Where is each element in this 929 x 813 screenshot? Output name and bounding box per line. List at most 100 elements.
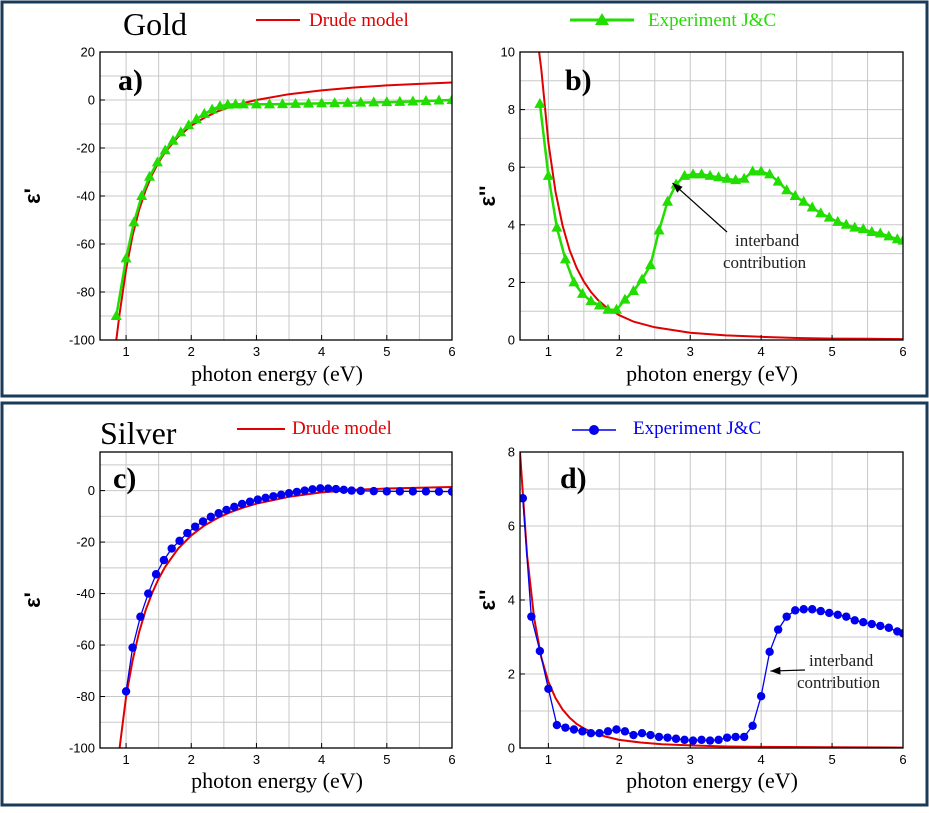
data-point-circle	[654, 732, 664, 742]
y-tick-label: -100	[69, 333, 95, 348]
silver-frame	[0, 401, 929, 807]
data-point-circle	[284, 488, 294, 498]
data-point-circle	[331, 484, 341, 494]
data-point-circle	[237, 499, 247, 509]
data-point-circle	[395, 487, 405, 496]
data-point-circle	[552, 720, 562, 730]
data-point-circle	[612, 725, 621, 734]
x-tick-label: 1	[122, 344, 129, 359]
data-point-circle	[714, 735, 723, 745]
data-point-circle	[128, 643, 137, 652]
data-point-circle	[214, 509, 223, 518]
panel-3: 1 2 3 4 5 6 -100 -80 -60 -40 -20 0 photon energy (eV…	[20, 451, 456, 793]
data-point-triangle	[446, 94, 452, 104]
annotation-arrowhead	[770, 666, 781, 675]
y-tick-label: 2	[508, 275, 515, 290]
data-point-circle	[206, 512, 216, 522]
panel-label: c)	[113, 462, 136, 495]
data-point-circle	[245, 497, 255, 506]
data-point-circle	[782, 612, 791, 621]
x-tick-label: 4	[758, 752, 765, 767]
y-tick-label: 4	[508, 217, 515, 232]
data-point-triangle	[175, 126, 187, 137]
data-point-circle	[722, 733, 732, 742]
data-point-circle	[748, 721, 757, 730]
x-tick-label: 3	[687, 344, 694, 359]
x-tick-label: 1	[122, 752, 129, 767]
data-point-triangle	[183, 119, 195, 130]
y-tick-label: 0	[508, 333, 515, 348]
data-point-triangle	[355, 96, 367, 107]
panel-label: a)	[118, 64, 143, 97]
series-experiment	[520, 494, 903, 745]
data-point-triangle	[823, 211, 835, 222]
y-tick-label: -60	[76, 237, 95, 252]
data-point-triangle	[815, 207, 827, 218]
data-point-circle	[586, 729, 596, 738]
x-tick-label: 2	[188, 752, 195, 767]
data-point-triangle	[237, 98, 249, 109]
annotation-line2: contribution	[723, 253, 807, 272]
panel-label: d)	[560, 462, 587, 495]
data-point-circle	[756, 692, 766, 701]
x-tick-label: 4	[758, 344, 765, 359]
data-point-circle	[884, 623, 894, 632]
data-point-circle	[876, 621, 885, 631]
data-point-triangle	[781, 184, 793, 195]
data-point-triangle	[747, 165, 759, 176]
data-point-triangle	[653, 224, 665, 235]
data-point-circle	[808, 605, 817, 614]
data-point-triangle	[738, 172, 750, 183]
data-point-circle	[230, 502, 239, 512]
data-point-triangle	[329, 97, 341, 108]
y-axis-label: ε'	[20, 592, 45, 608]
data-point-triangle	[662, 195, 674, 206]
data-point-circle	[308, 485, 317, 494]
silver-title: Silver	[100, 415, 177, 451]
x-tick-label: 6	[899, 752, 906, 767]
x-axis-label: photon energy (eV)	[626, 768, 798, 793]
data-point-circle	[434, 487, 444, 496]
y-tick-label: 2	[508, 667, 515, 682]
data-point-triangle	[755, 165, 767, 176]
data-point-triangle	[263, 98, 275, 109]
data-point-circle	[408, 487, 418, 496]
x-axis-label: photon energy (eV)	[626, 361, 798, 386]
data-point-triangle	[568, 276, 580, 287]
data-point-triangle	[585, 295, 597, 306]
y-tick-label: -80	[76, 285, 95, 300]
data-point-circle	[121, 687, 131, 696]
data-point-circle	[347, 486, 356, 495]
gold-legend-drude-label: Drude model	[309, 10, 409, 31]
data-point-circle	[671, 734, 681, 743]
data-point-triangle	[645, 259, 657, 270]
data-point-circle	[222, 505, 231, 515]
data-point-triangle	[144, 170, 156, 181]
data-point-circle	[739, 732, 749, 742]
x-tick-label: 3	[253, 752, 260, 767]
data-point-circle	[825, 608, 834, 618]
series-drude	[538, 52, 903, 340]
x-tick-label: 2	[616, 752, 623, 767]
x-tick-label: 2	[616, 344, 623, 359]
data-point-triangle	[151, 156, 163, 167]
data-point-circle	[356, 486, 365, 496]
data-point-circle	[527, 612, 536, 621]
data-point-triangle	[250, 98, 262, 109]
x-tick-label: 3	[253, 344, 260, 359]
silver-legend-drude-label: Drude model	[292, 418, 392, 439]
y-tick-label: 8	[508, 445, 515, 460]
data-point-triangle	[874, 227, 886, 238]
data-point-circle	[151, 570, 161, 579]
data-point-triangle	[798, 195, 810, 206]
panel-4: 1 2 3 4 5 6 0 2 4 6 8 photon energy (eV) ε'' d) interb…	[475, 445, 907, 794]
data-point-triangle	[576, 287, 588, 298]
data-point-triangle	[559, 253, 571, 264]
data-point-triangle	[619, 293, 631, 304]
data-point-circle	[300, 486, 309, 495]
data-point-circle	[578, 727, 587, 736]
data-point-circle	[136, 612, 145, 621]
data-point-triangle	[551, 221, 563, 232]
